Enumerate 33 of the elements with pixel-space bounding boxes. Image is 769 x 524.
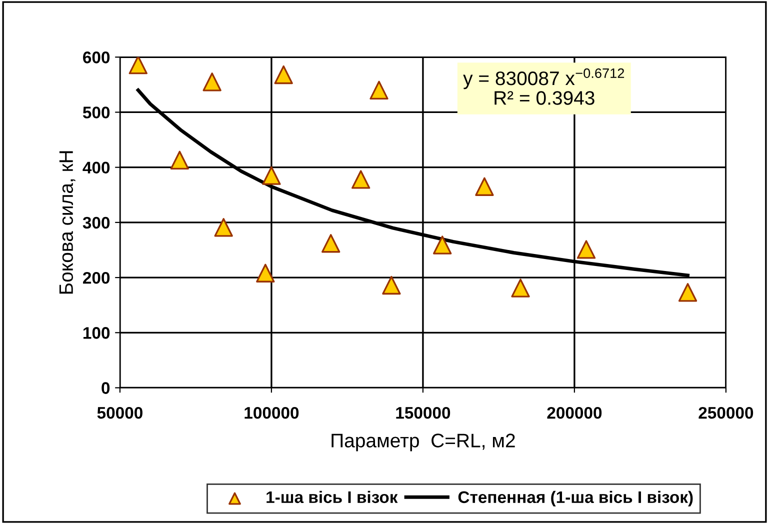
x-tick-label: 200000: [547, 406, 602, 419]
annotation: y = 830087 x$^{−0.6712}$ R² = 0.3943: [463, 68, 624, 105]
point: [128, 57, 148, 74]
point: [274, 65, 293, 84]
legend-label: 1-ша вісь І візок: [266, 490, 398, 504]
point: [351, 170, 370, 189]
y-tick-label: 200: [83, 272, 110, 284]
x-tick-label: 100000: [244, 406, 299, 419]
x-tick-label: 150000: [396, 406, 450, 419]
y-tick-label: 100: [83, 327, 110, 339]
x-tick-label: 250000: [698, 406, 754, 419]
y-tick-label: 500: [82, 106, 110, 118]
y-tick-label: 0: [102, 382, 110, 394]
point: [433, 236, 452, 254]
point: [214, 218, 233, 237]
x-tick-label: 50000: [97, 406, 142, 419]
point: [256, 264, 275, 282]
point: [202, 72, 222, 92]
point: [382, 276, 401, 295]
y-tick-label: 600: [83, 52, 110, 64]
point: [262, 166, 281, 185]
y-tick-label: 300: [82, 216, 110, 229]
x-axis-title: Параметр C=RL, м2: [332, 434, 515, 452]
point: [678, 283, 698, 302]
y-tick-label: 400: [82, 162, 110, 174]
point: [511, 278, 530, 298]
point: [322, 234, 340, 253]
point: [370, 80, 388, 100]
point: [576, 240, 596, 259]
y-axis-title: Бокова сила, кН: [59, 151, 76, 294]
point: [170, 150, 189, 170]
point: [475, 177, 494, 196]
legend-label: Степенная (1-ша вісь І візок): [458, 490, 693, 506]
